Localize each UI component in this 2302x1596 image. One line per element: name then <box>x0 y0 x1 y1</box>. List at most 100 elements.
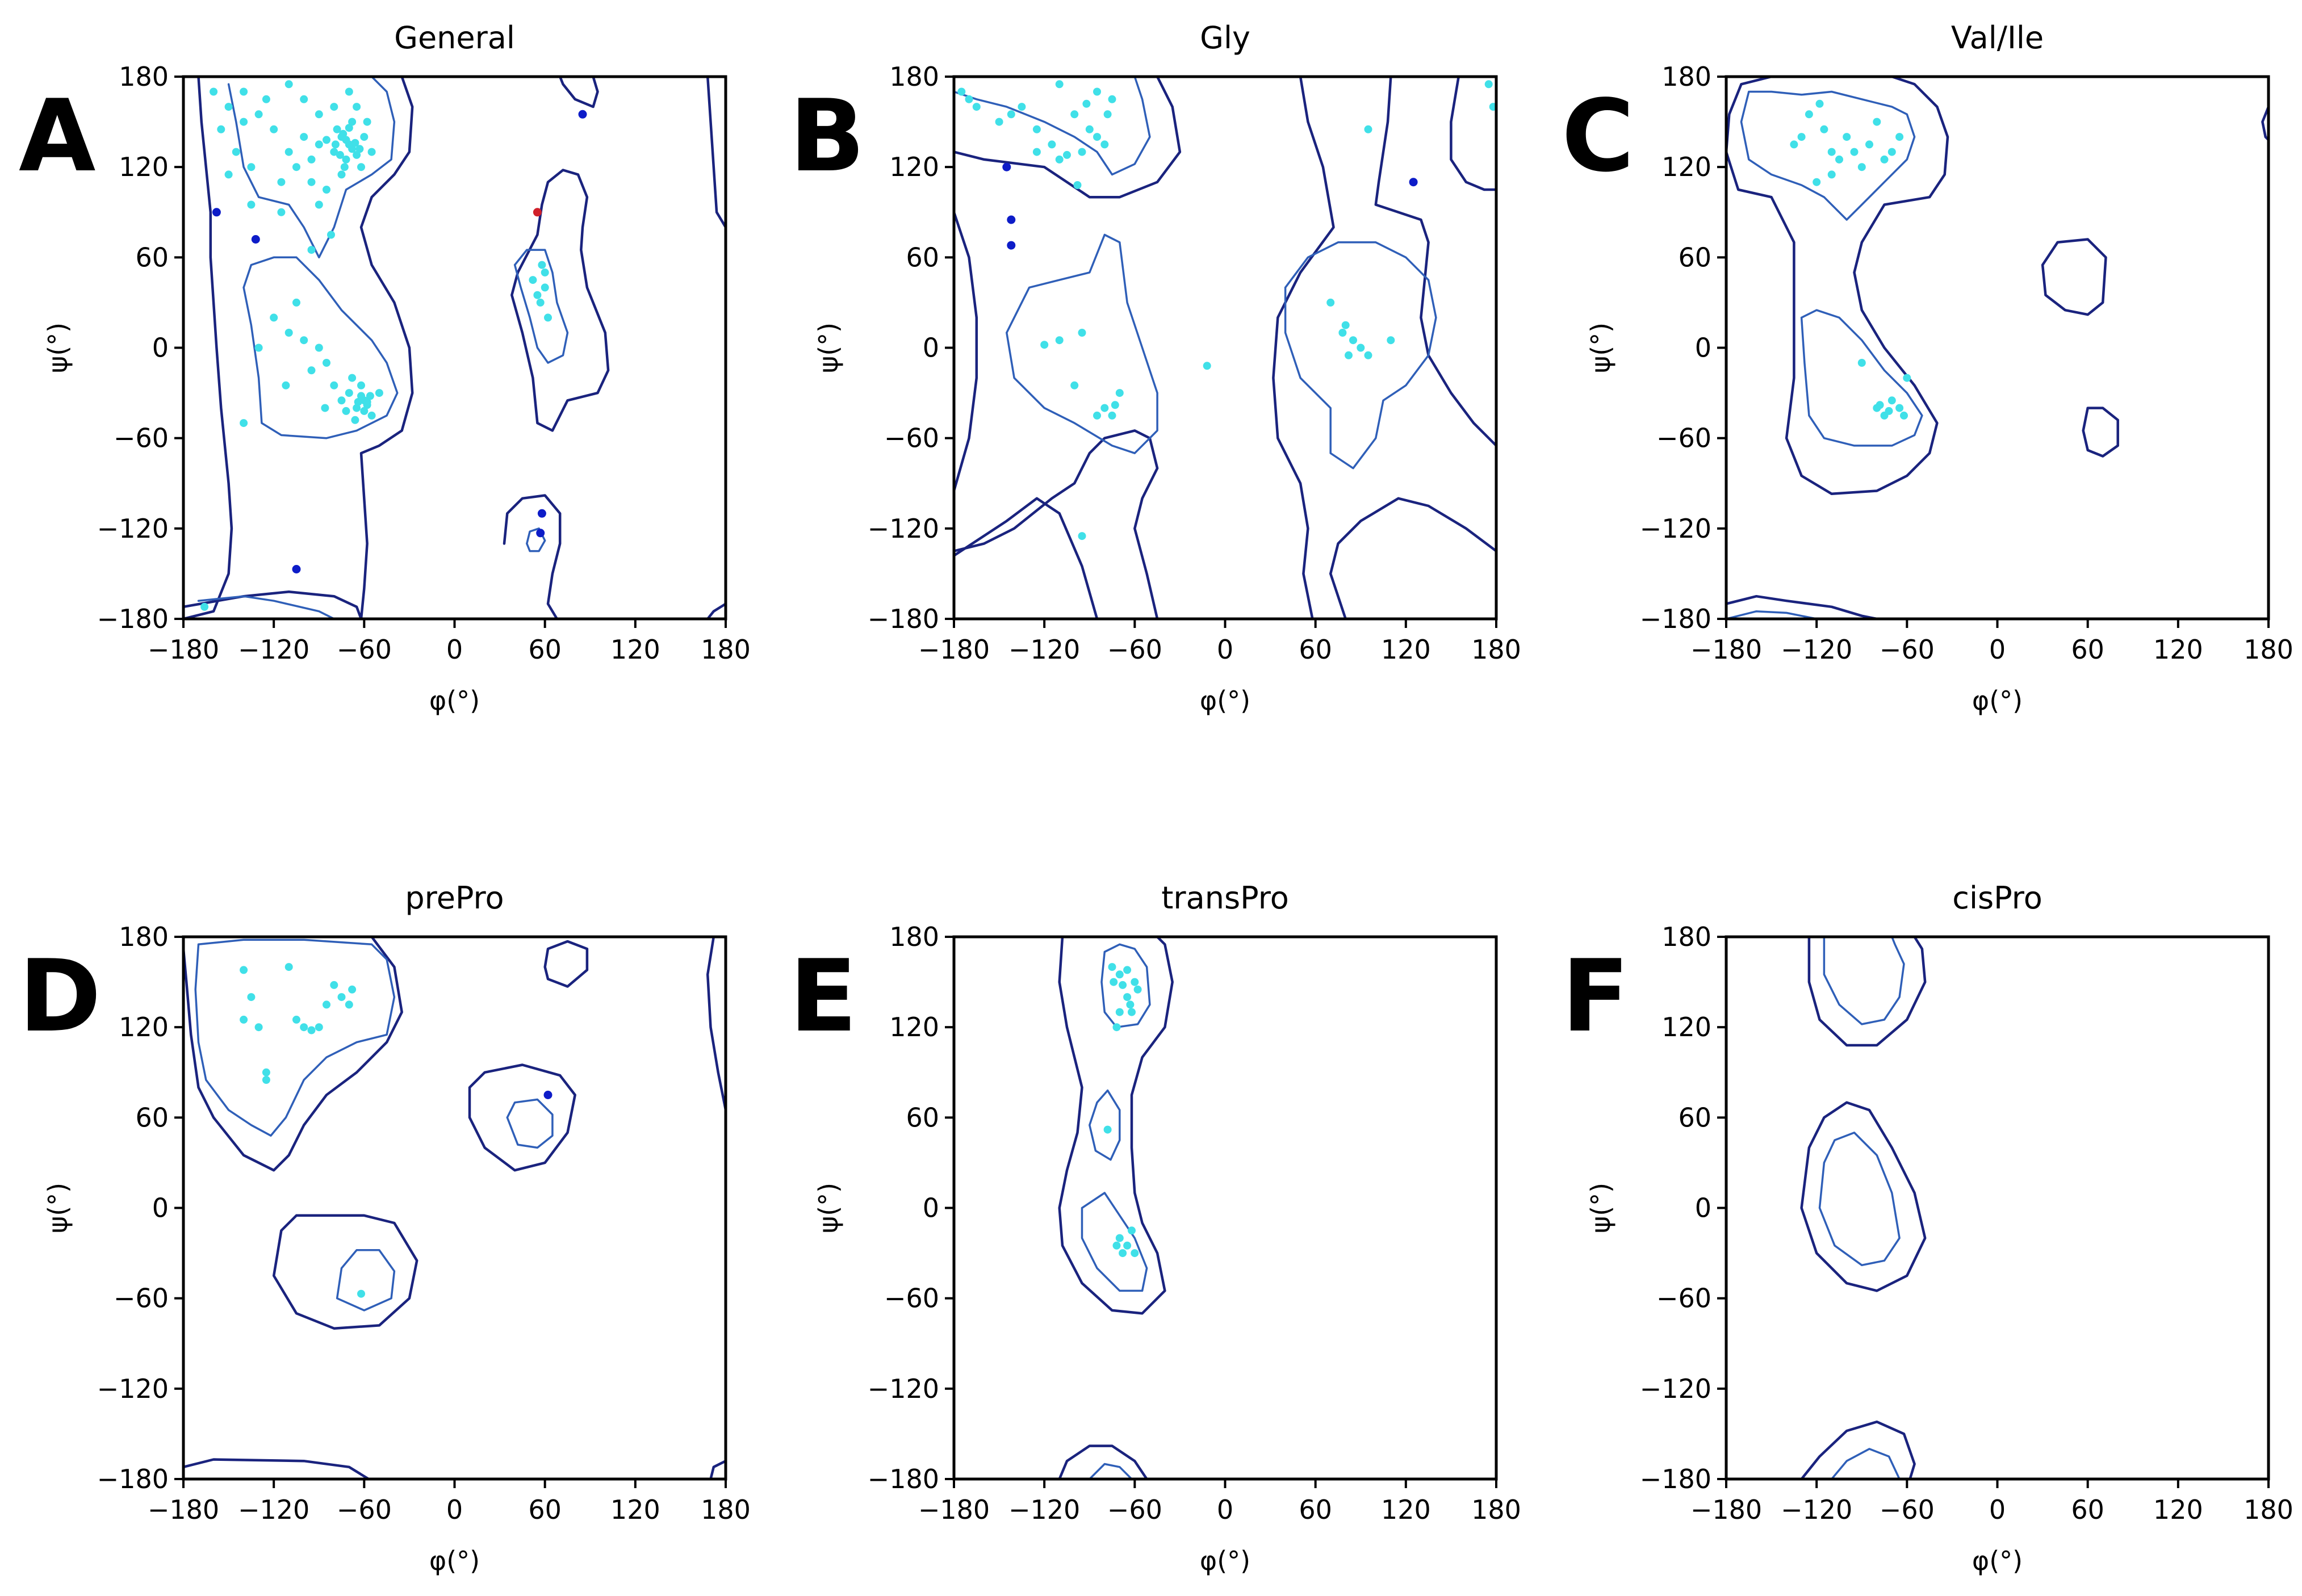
favored-point <box>995 118 1003 126</box>
outer-contour-line <box>1800 1101 1927 1292</box>
favored-point <box>270 313 278 322</box>
favored-point <box>217 125 225 133</box>
favored-point <box>1887 396 1896 405</box>
favored-point <box>1489 103 1496 111</box>
favored-point <box>262 1076 270 1084</box>
favored-point <box>1108 963 1116 971</box>
y-tick-label: −120 <box>868 1373 939 1404</box>
contours <box>1800 937 1927 1479</box>
favored-point <box>254 110 263 119</box>
x-tick-label: 120 <box>610 634 660 665</box>
favored-point <box>323 359 330 367</box>
favored-point <box>1813 178 1821 186</box>
favored-point <box>270 125 278 133</box>
favored-point <box>240 419 248 428</box>
y-axis-label: ψ(°) <box>1585 1183 1616 1233</box>
x-axis-label: φ(°) <box>429 685 480 716</box>
favored-point <box>307 246 316 254</box>
favored-point <box>1040 341 1049 349</box>
inner-contour-line <box>1284 241 1437 470</box>
favored-point <box>1070 381 1079 389</box>
panel-title: cisPro <box>1952 880 2042 916</box>
contours <box>183 937 726 1479</box>
favored-point <box>366 392 374 400</box>
favored-point <box>1126 1000 1135 1009</box>
favored-point <box>1827 170 1836 179</box>
favored-point <box>348 374 357 382</box>
favored-point <box>330 103 338 111</box>
favored-point <box>1900 411 1908 420</box>
inner-contour-line <box>336 1249 396 1312</box>
panel-prepro: −180 −120 −60 0 60 120 180 180 120 60 0 −60 −120 −180… <box>19 880 751 1576</box>
outer-contour-line <box>2082 407 2119 458</box>
x-tick-label: 120 <box>2153 1494 2203 1525</box>
favored-point <box>1032 125 1041 133</box>
favored-point <box>363 118 371 126</box>
favored-point <box>1115 389 1124 397</box>
allowed-point <box>537 509 546 518</box>
favored-point <box>1857 359 1866 367</box>
favored-point <box>357 163 365 171</box>
favored-point <box>1857 163 1866 171</box>
favored-point <box>284 80 293 89</box>
panel-letter: D <box>19 939 101 1054</box>
x-axis-label: φ(°) <box>1972 685 2023 716</box>
outer-contour-line <box>1374 77 1496 447</box>
favored-point <box>1093 87 1101 96</box>
favored-point <box>355 145 364 153</box>
inner-contour-line <box>1726 610 1818 619</box>
inner-contour-line <box>526 527 546 552</box>
favored-point <box>1108 95 1116 103</box>
outer-contour-line <box>1058 937 1174 1315</box>
inner-contour-line <box>194 939 396 1137</box>
x-tick-label: 0 <box>446 1494 463 1525</box>
favored-point <box>1108 411 1116 420</box>
outer-contour-line <box>1058 1444 1148 1479</box>
y-tick-label: −120 <box>868 513 939 544</box>
favored-point <box>240 87 248 96</box>
x-tick-label: −60 <box>1880 1494 1935 1525</box>
favored-point <box>1203 362 1211 370</box>
data-points <box>200 80 587 611</box>
favored-point <box>336 150 344 159</box>
inner-contour-line <box>1089 1089 1121 1161</box>
favored-point <box>1885 407 1893 415</box>
favored-point <box>1903 374 1911 382</box>
outer-contour-line <box>558 77 599 108</box>
favored-point <box>1100 404 1109 412</box>
panel-letter: F <box>1562 939 1630 1054</box>
x-tick-label: 120 <box>2153 634 2203 665</box>
outer-contour-line <box>183 1458 370 1479</box>
outer-contour-line <box>2041 238 2107 316</box>
favored-point <box>1349 336 1357 345</box>
inner-contour-line <box>1100 943 1151 1028</box>
favored-point <box>965 95 973 103</box>
favored-point <box>367 148 376 156</box>
outer-contour-line <box>1800 1420 1916 1479</box>
favored-point <box>1880 155 1889 164</box>
favored-point <box>1078 532 1086 541</box>
favored-point <box>210 87 218 96</box>
x-tick-label: 120 <box>1381 634 1431 665</box>
favored-point <box>1007 110 1015 119</box>
favored-point <box>337 396 346 405</box>
favored-point <box>1387 336 1395 345</box>
x-tick-label: −120 <box>1781 1494 1852 1525</box>
y-tick-label: 60 <box>135 1102 169 1133</box>
outer-contour-line <box>468 1063 576 1172</box>
x-tick-label: 120 <box>610 1494 660 1525</box>
contours <box>954 77 1496 619</box>
favored-point <box>232 148 240 156</box>
favored-point <box>1873 118 1881 126</box>
favored-point <box>330 981 338 989</box>
inner-contour-line <box>1830 1448 1901 1479</box>
allowed-point <box>536 529 545 538</box>
y-tick-label: 180 <box>1661 61 1711 92</box>
data-points <box>957 80 1496 541</box>
favored-point <box>1326 298 1335 307</box>
favored-point <box>323 186 330 194</box>
y-tick-label: 180 <box>1661 921 1711 952</box>
y-axis-label: ψ(°) <box>813 322 844 373</box>
plot-frame <box>182 75 727 621</box>
plot-frame <box>952 935 1498 1481</box>
